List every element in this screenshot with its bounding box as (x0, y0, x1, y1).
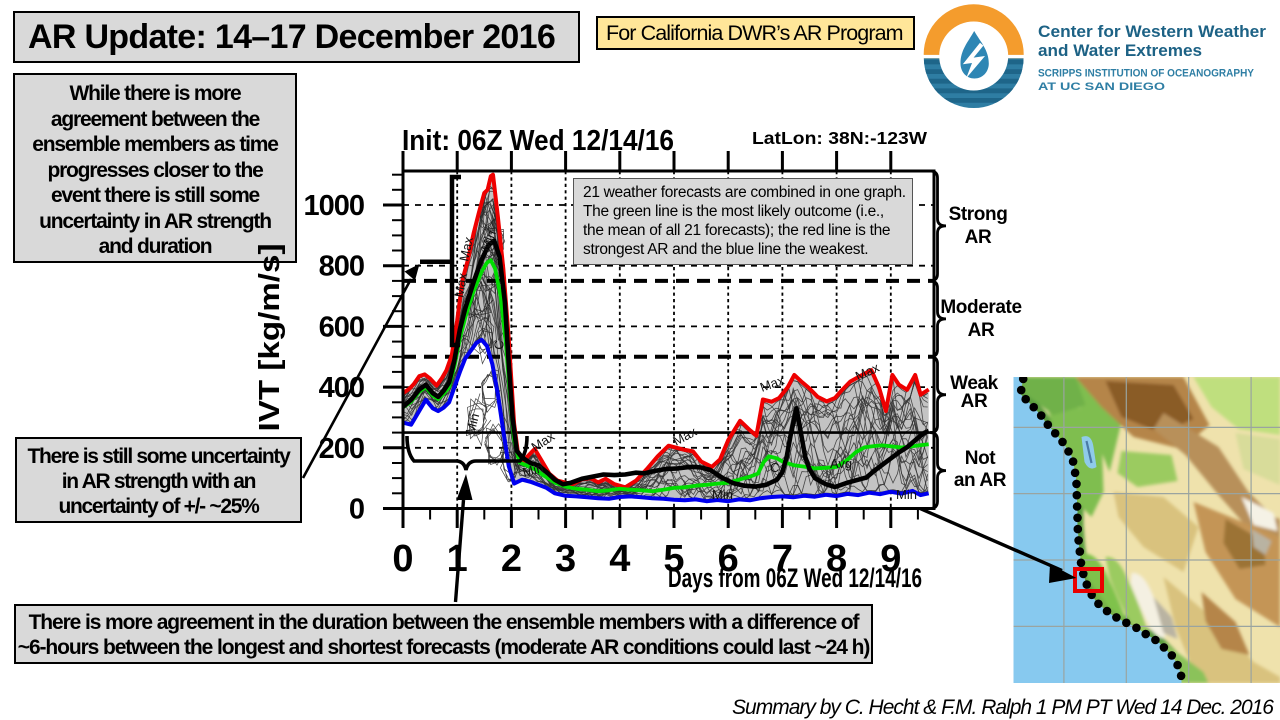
svg-text:Weak: Weak (950, 373, 999, 394)
svg-text:Min: Min (478, 228, 499, 253)
svg-text:Strong: Strong (949, 204, 1008, 225)
svg-text:AR: AR (968, 320, 995, 341)
svg-text:200: 200 (319, 433, 364, 465)
svg-text:Min: Min (521, 460, 545, 480)
svg-text:Avg: Avg (830, 456, 852, 471)
svg-text:Days from 06Z Wed 12/14/16: Days from 06Z Wed 12/14/16 (668, 563, 922, 593)
svg-text:and Water Extremes: and Water Extremes (1038, 41, 1202, 60)
svg-text:Not: Not (965, 448, 997, 469)
svg-text:Max: Max (451, 271, 470, 298)
svg-text:LatLon: 38N:-123W: LatLon: 38N:-123W (752, 128, 928, 148)
svg-text:1000: 1000 (303, 190, 364, 222)
svg-text:5: 5 (663, 538, 684, 580)
svg-text:Min: Min (896, 487, 917, 502)
svg-text:0: 0 (392, 538, 413, 580)
svg-text:C: C (770, 460, 779, 475)
svg-text:SCRIPPS INSTITUTION OF OCEANOG: SCRIPPS INSTITUTION OF OCEANOGRAPHY (1038, 68, 1255, 80)
svg-text:an AR: an AR (954, 470, 1007, 491)
svg-text:Center for Western Weather: Center for Western Weather (1038, 22, 1266, 41)
svg-text:Init: 06Z Wed 12/14/16: Init: 06Z Wed 12/14/16 (402, 125, 674, 157)
svg-text:9: 9 (880, 538, 901, 580)
svg-text:AR: AR (965, 227, 992, 248)
svg-text:Min: Min (712, 487, 733, 502)
svg-text:600: 600 (319, 311, 364, 343)
svg-text:800: 800 (319, 251, 364, 283)
svg-text:Moderate: Moderate (940, 297, 1021, 318)
svg-text:2: 2 (501, 538, 522, 580)
svg-text:6: 6 (718, 538, 739, 580)
svg-text:8: 8 (826, 538, 847, 580)
svg-text:Min: Min (462, 412, 482, 436)
svg-text:AR: AR (961, 391, 988, 412)
svg-text:7: 7 (772, 538, 793, 580)
svg-text:3: 3 (555, 538, 576, 580)
svg-text:0: 0 (349, 494, 364, 526)
svg-text:Max: Max (456, 235, 476, 263)
svg-text:C: C (491, 340, 507, 351)
svg-text:AT UC SAN DIEGO: AT UC SAN DIEGO (1038, 81, 1166, 93)
svg-text:IVT [kg/m/s]: IVT [kg/m/s] (254, 244, 286, 432)
svg-text:4: 4 (609, 538, 630, 580)
